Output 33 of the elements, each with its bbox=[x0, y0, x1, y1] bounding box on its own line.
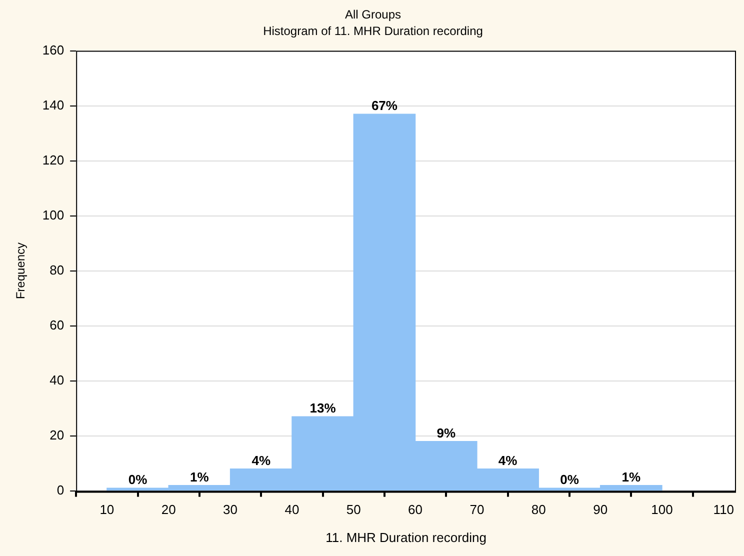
y-tick-label: 60 bbox=[50, 317, 64, 332]
x-tick-label: 20 bbox=[161, 502, 176, 518]
y-tick-label: 0 bbox=[56, 482, 64, 498]
annotation: 13% bbox=[310, 400, 336, 416]
y-tick-label: 100 bbox=[42, 207, 64, 222]
annotation: 0% bbox=[128, 472, 148, 488]
x-tick-label: 80 bbox=[531, 502, 546, 518]
x-axis-title: 11. MHR Duration recording bbox=[326, 530, 486, 545]
annotation: 1% bbox=[190, 469, 210, 484]
y-tick-label: 40 bbox=[50, 372, 64, 388]
x-tick-label: 60 bbox=[408, 502, 423, 518]
annotation: 4% bbox=[498, 452, 518, 468]
y-tick-label: 120 bbox=[42, 152, 64, 168]
y-tick-label: 160 bbox=[42, 42, 64, 58]
y-axis-title: Frequency bbox=[14, 242, 28, 300]
x-tick-label: 40 bbox=[284, 502, 300, 518]
annotation: 67% bbox=[371, 98, 398, 114]
chart-subtitle: Histogram of 11. MHR Duration recording bbox=[263, 24, 483, 38]
x-tick-label: 70 bbox=[470, 502, 484, 518]
y-tick-label: 140 bbox=[42, 97, 64, 112]
x-tick-label: 100 bbox=[651, 502, 673, 518]
annotation: 9% bbox=[436, 425, 456, 440]
annotation: 1% bbox=[622, 469, 641, 484]
annotation: 0% bbox=[560, 472, 580, 488]
y-tick-label: 80 bbox=[50, 262, 64, 278]
x-tick-label: 10 bbox=[100, 502, 114, 518]
chart-title: All Groups bbox=[344, 8, 402, 22]
annotation: 4% bbox=[252, 452, 271, 468]
x-tick-label: 110 bbox=[713, 502, 734, 518]
x-tick-label: 90 bbox=[593, 502, 608, 518]
x-tick-label: 50 bbox=[346, 502, 361, 518]
x-tick-label: 30 bbox=[223, 502, 238, 518]
y-tick-label: 20 bbox=[50, 427, 64, 442]
